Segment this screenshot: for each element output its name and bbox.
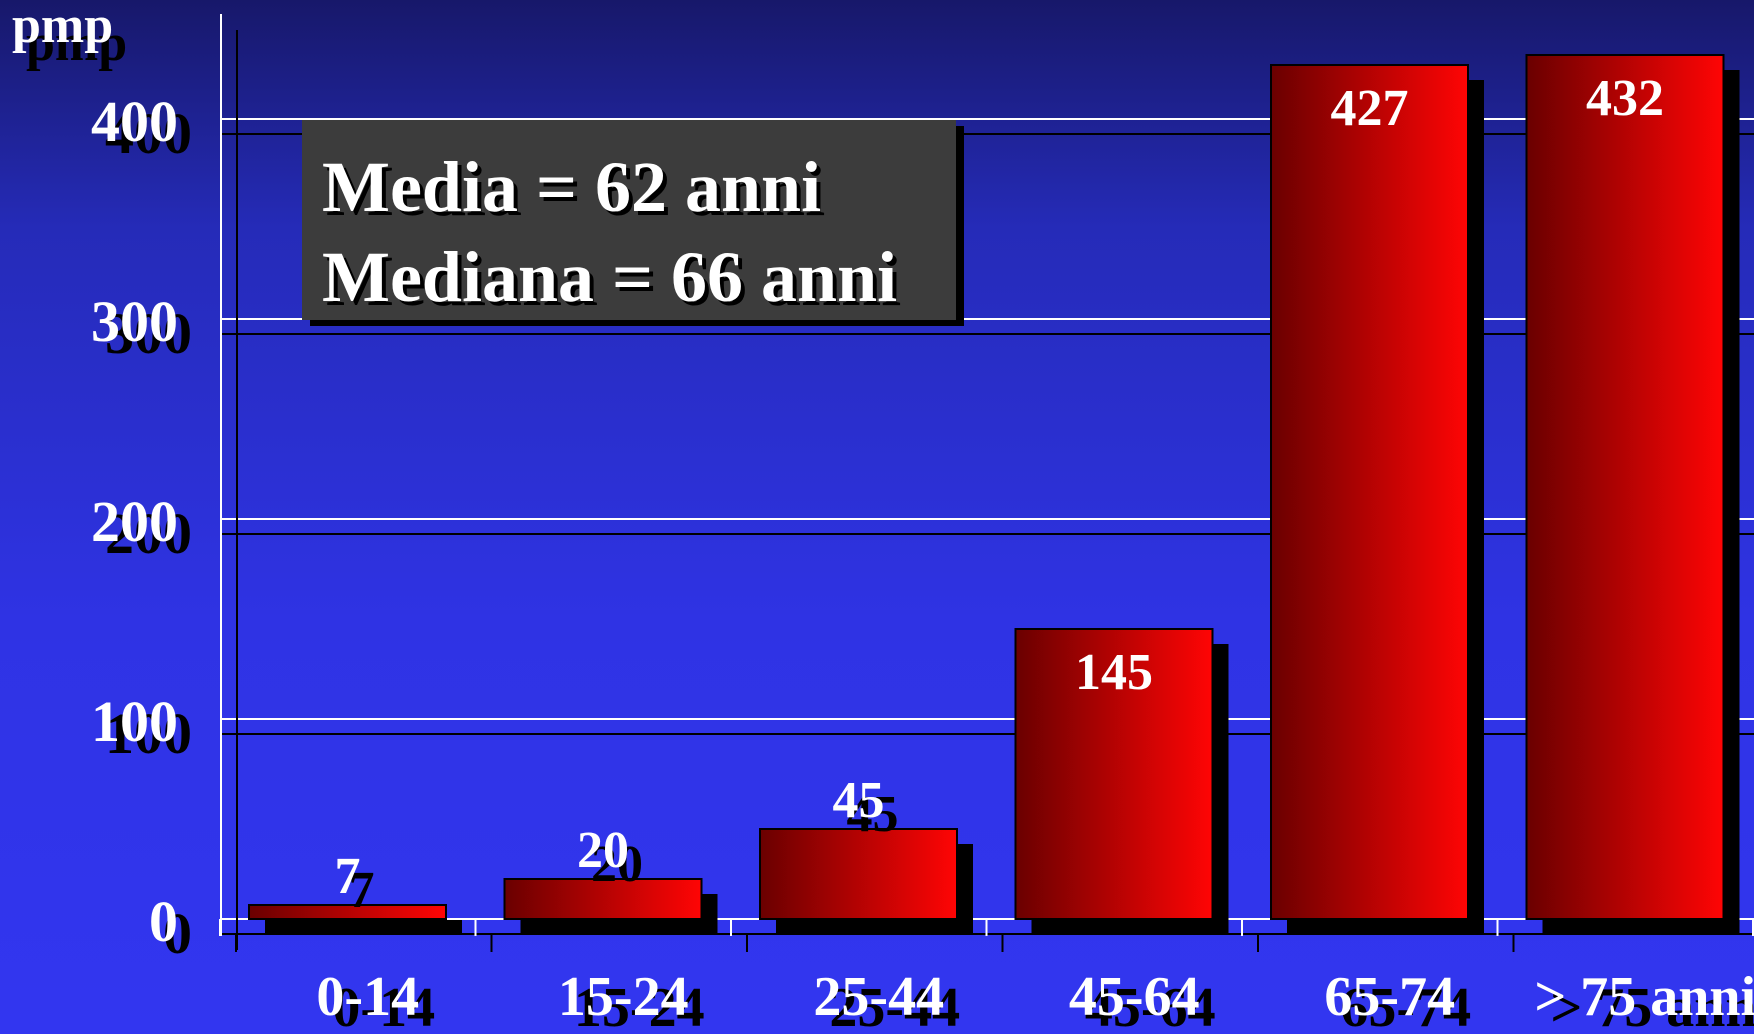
- y-tick-label: 300: [91, 289, 178, 354]
- y-axis-label-shadow: pmp: [26, 15, 127, 72]
- data-label-shadow: 45: [847, 786, 899, 843]
- y-tick-label-shadow: 200: [105, 501, 192, 566]
- data-label: 45: [833, 772, 885, 829]
- category-label: 0-14: [316, 966, 419, 1028]
- data-label-shadow: 20: [591, 836, 643, 893]
- bar: [503, 878, 703, 920]
- bar: [759, 828, 958, 920]
- mean-label: Media = 62 anni: [322, 147, 822, 227]
- data-label: 7: [335, 848, 361, 905]
- category-label-shadow: 45-64: [1085, 977, 1216, 1034]
- bars: [248, 54, 1725, 920]
- y-tick-label-shadow: 300: [105, 301, 192, 366]
- category-label-shadow: 65-74: [1340, 977, 1471, 1034]
- category-label: > 75 anni: [1534, 966, 1754, 1028]
- category-label: 25-44: [813, 966, 944, 1028]
- y-tick-label-shadow: 100: [105, 701, 192, 766]
- category-label: 15-24: [558, 966, 689, 1028]
- data-label: 20: [577, 822, 629, 879]
- y-tick-label: 200: [91, 489, 178, 554]
- data-label: 427: [1331, 80, 1409, 137]
- data-label: 145: [1075, 644, 1153, 701]
- category-label: 65-74: [1324, 966, 1455, 1028]
- y-tick-label: 0: [149, 889, 178, 954]
- y-tick-label: 400: [91, 89, 178, 154]
- category-label-shadow: 25-44: [829, 977, 960, 1034]
- category-label-shadow: 0-14: [332, 977, 435, 1034]
- bar: [1525, 54, 1725, 920]
- y-tick-label-shadow: 0: [163, 901, 192, 966]
- y-axis-label: pmp: [12, 0, 113, 54]
- category-label-shadow: > 75 anni: [1550, 977, 1754, 1034]
- median-label: Mediana = 66 anni: [322, 237, 898, 317]
- bar: [248, 904, 447, 920]
- data-label-shadow: 7: [349, 862, 375, 919]
- statistics-box: Media = 62 anni Mediana = 66 anni: [302, 120, 956, 320]
- y-tick-label: 100: [91, 689, 178, 754]
- data-label: 432: [1586, 70, 1664, 127]
- bar-shadow: [265, 920, 462, 934]
- bar: [1270, 64, 1469, 920]
- category-label-shadow: 15-24: [574, 977, 705, 1034]
- category-label: 45-64: [1069, 966, 1200, 1028]
- bar: [1014, 628, 1214, 920]
- axes: [219, 14, 1754, 952]
- y-tick-label-shadow: 400: [105, 101, 192, 166]
